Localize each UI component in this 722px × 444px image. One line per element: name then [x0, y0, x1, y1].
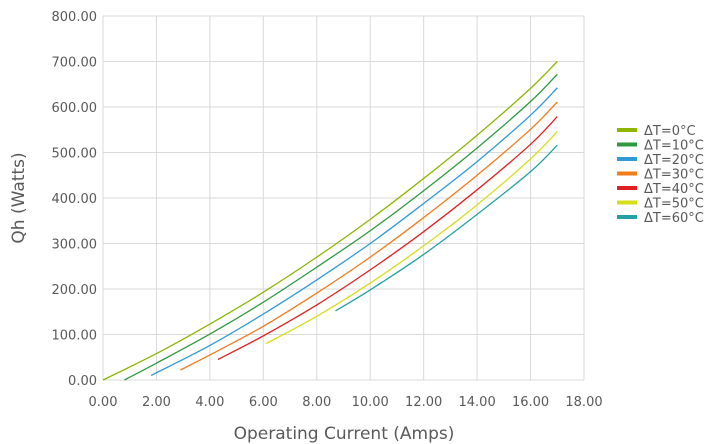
x-tick-label: 14.00 — [459, 395, 496, 410]
x-tick-label: 4.00 — [195, 395, 224, 410]
legend-swatch-4 — [617, 186, 637, 190]
y-tick-label: 800.00 — [52, 10, 98, 25]
legend-label-0: ΔT=0°C — [644, 124, 696, 139]
legend-swatch-6 — [617, 215, 637, 219]
y-tick-label: 100.00 — [52, 329, 98, 344]
legend: ΔT=0°CΔT=10°CΔT=20°CΔT=30°CΔT=40°CΔT=50°… — [617, 124, 704, 226]
x-tick-label: 0.00 — [89, 395, 118, 410]
y-axis-title: Qh (Watts) — [9, 152, 29, 243]
y-tick-label: 700.00 — [52, 56, 98, 71]
legend-swatch-0 — [617, 128, 637, 132]
plot-area — [102, 61, 558, 381]
series-line-1 — [124, 73, 558, 381]
series-line-2 — [150, 87, 558, 377]
legend-swatch-3 — [617, 171, 637, 176]
x-tick-label: 10.00 — [352, 395, 389, 410]
y-tick-label: 600.00 — [52, 101, 98, 116]
y-tick-label: 300.00 — [52, 238, 98, 253]
x-tick-label: 2.00 — [142, 395, 171, 410]
x-axis-ticks: 0.00 2.00 4.00 6.00 8.00 10.00 12.00 14.00 16.00… — [89, 395, 603, 410]
y-axis-ticks: 0.00 100.00 200.00 300.00 400.00 500.00 600.00… — [52, 10, 98, 389]
legend-label-1: ΔT=10°C — [644, 139, 704, 154]
legend-label-5: ΔT=50°C — [644, 197, 704, 212]
series-line-4 — [217, 116, 558, 361]
legend-swatch-2 — [617, 157, 637, 161]
legend-label-6: ΔT=60°C — [644, 211, 704, 226]
legend-label-2: ΔT=20°C — [644, 153, 704, 168]
x-tick-label: 6.00 — [249, 395, 278, 410]
series-line-6 — [335, 144, 558, 312]
legend-label-3: ΔT=30°C — [644, 168, 704, 183]
legend-swatch-1 — [617, 142, 637, 147]
series-line-3 — [180, 101, 558, 371]
series-line-5 — [265, 131, 558, 345]
series-line-0 — [102, 61, 558, 381]
x-axis-title: Operating Current (Amps) — [234, 424, 455, 444]
x-tick-label: 12.00 — [405, 395, 442, 410]
x-tick-label: 18.00 — [565, 395, 602, 410]
x-tick-label: 16.00 — [512, 395, 549, 410]
legend-label-4: ΔT=40°C — [644, 182, 704, 197]
legend-swatch-5 — [617, 200, 637, 205]
x-tick-label: 8.00 — [302, 395, 331, 410]
y-tick-label: 500.00 — [52, 147, 98, 162]
gridlines — [102, 15, 585, 381]
y-tick-label: 200.00 — [52, 283, 98, 298]
y-tick-label: 400.00 — [52, 192, 98, 207]
y-tick-label: 0.00 — [68, 374, 97, 389]
